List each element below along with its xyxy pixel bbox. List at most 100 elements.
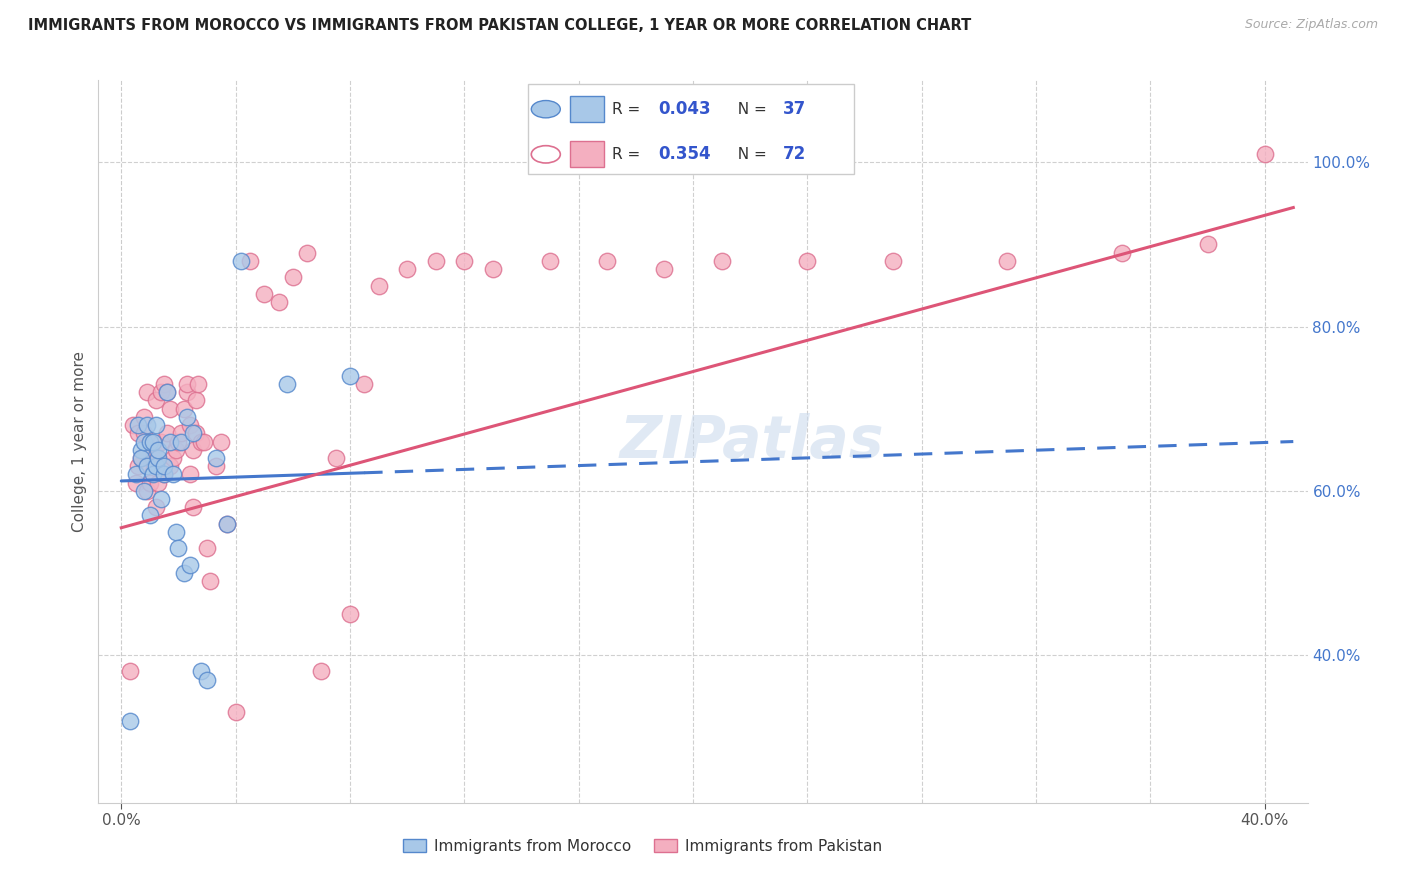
Point — [193, 434, 215, 449]
Point — [295, 245, 318, 260]
Point — [139, 475, 162, 490]
Point — [453, 253, 475, 268]
Point — [325, 450, 347, 465]
Point — [339, 607, 361, 621]
Text: 0.354: 0.354 — [658, 145, 711, 163]
Point — [167, 434, 190, 449]
Point — [156, 426, 179, 441]
Point — [367, 278, 389, 293]
Point — [139, 508, 162, 523]
Point — [281, 270, 304, 285]
Text: 72: 72 — [783, 145, 806, 163]
Point — [156, 385, 179, 400]
Point — [1197, 237, 1219, 252]
Point — [184, 393, 207, 408]
Point — [173, 401, 195, 416]
Point — [209, 434, 232, 449]
Point — [267, 295, 290, 310]
Point — [162, 467, 184, 482]
Point — [170, 426, 193, 441]
Point — [198, 574, 221, 588]
Point — [129, 450, 152, 465]
Text: R =: R = — [613, 147, 645, 161]
Point — [165, 524, 187, 539]
Point — [148, 442, 170, 457]
Point — [190, 665, 212, 679]
Point — [339, 368, 361, 383]
Point — [215, 516, 238, 531]
Point — [142, 450, 165, 465]
Point — [156, 385, 179, 400]
Point — [1111, 245, 1133, 260]
Point — [134, 426, 156, 441]
Point — [179, 467, 201, 482]
Text: ZIPatlas: ZIPatlas — [619, 413, 883, 470]
Point — [882, 253, 904, 268]
Point — [181, 500, 204, 515]
Point — [139, 434, 162, 449]
Point — [148, 450, 170, 465]
Text: N =: N = — [728, 147, 772, 161]
Point — [654, 262, 676, 277]
Point — [145, 393, 167, 408]
Point — [538, 253, 561, 268]
Point — [190, 434, 212, 449]
Text: Source: ZipAtlas.com: Source: ZipAtlas.com — [1244, 18, 1378, 31]
Point — [165, 442, 187, 457]
Point — [1254, 147, 1277, 161]
Point — [127, 459, 149, 474]
Point — [153, 467, 176, 482]
Point — [136, 385, 159, 400]
Point — [142, 442, 165, 457]
Y-axis label: College, 1 year or more: College, 1 year or more — [72, 351, 87, 532]
Point — [136, 418, 159, 433]
Point — [170, 434, 193, 449]
Point — [118, 714, 141, 728]
Point — [150, 385, 173, 400]
Point — [150, 434, 173, 449]
Point — [121, 418, 143, 433]
Point — [187, 377, 209, 392]
Point — [181, 442, 204, 457]
Point — [276, 377, 298, 392]
FancyBboxPatch shape — [569, 141, 603, 168]
Point — [425, 253, 447, 268]
Point — [134, 483, 156, 498]
Point — [311, 665, 333, 679]
Point — [142, 467, 165, 482]
Point — [195, 541, 218, 556]
Point — [153, 467, 176, 482]
Point — [239, 253, 262, 268]
Text: 37: 37 — [783, 100, 806, 118]
Point — [215, 516, 238, 531]
Text: R =: R = — [613, 102, 645, 117]
Point — [124, 475, 146, 490]
Point — [396, 262, 419, 277]
Point — [167, 541, 190, 556]
Point — [129, 442, 152, 457]
Point — [204, 459, 226, 474]
Point — [153, 459, 176, 474]
Point — [204, 450, 226, 465]
Point — [181, 426, 204, 441]
Point — [184, 426, 207, 441]
Point — [139, 434, 162, 449]
Point — [145, 500, 167, 515]
Point — [159, 434, 181, 449]
Point — [136, 459, 159, 474]
Point — [150, 491, 173, 506]
Point — [195, 673, 218, 687]
Point — [179, 418, 201, 433]
Point — [596, 253, 619, 268]
Text: IMMIGRANTS FROM MOROCCO VS IMMIGRANTS FROM PAKISTAN COLLEGE, 1 YEAR OR MORE CORR: IMMIGRANTS FROM MOROCCO VS IMMIGRANTS FR… — [28, 18, 972, 33]
Point — [148, 450, 170, 465]
Text: 0.043: 0.043 — [658, 100, 711, 118]
Point — [162, 450, 184, 465]
Point — [253, 286, 276, 301]
Point — [127, 418, 149, 433]
Point — [145, 459, 167, 474]
Point — [231, 253, 253, 268]
Point — [159, 401, 181, 416]
FancyBboxPatch shape — [569, 96, 603, 122]
Point — [145, 418, 167, 433]
